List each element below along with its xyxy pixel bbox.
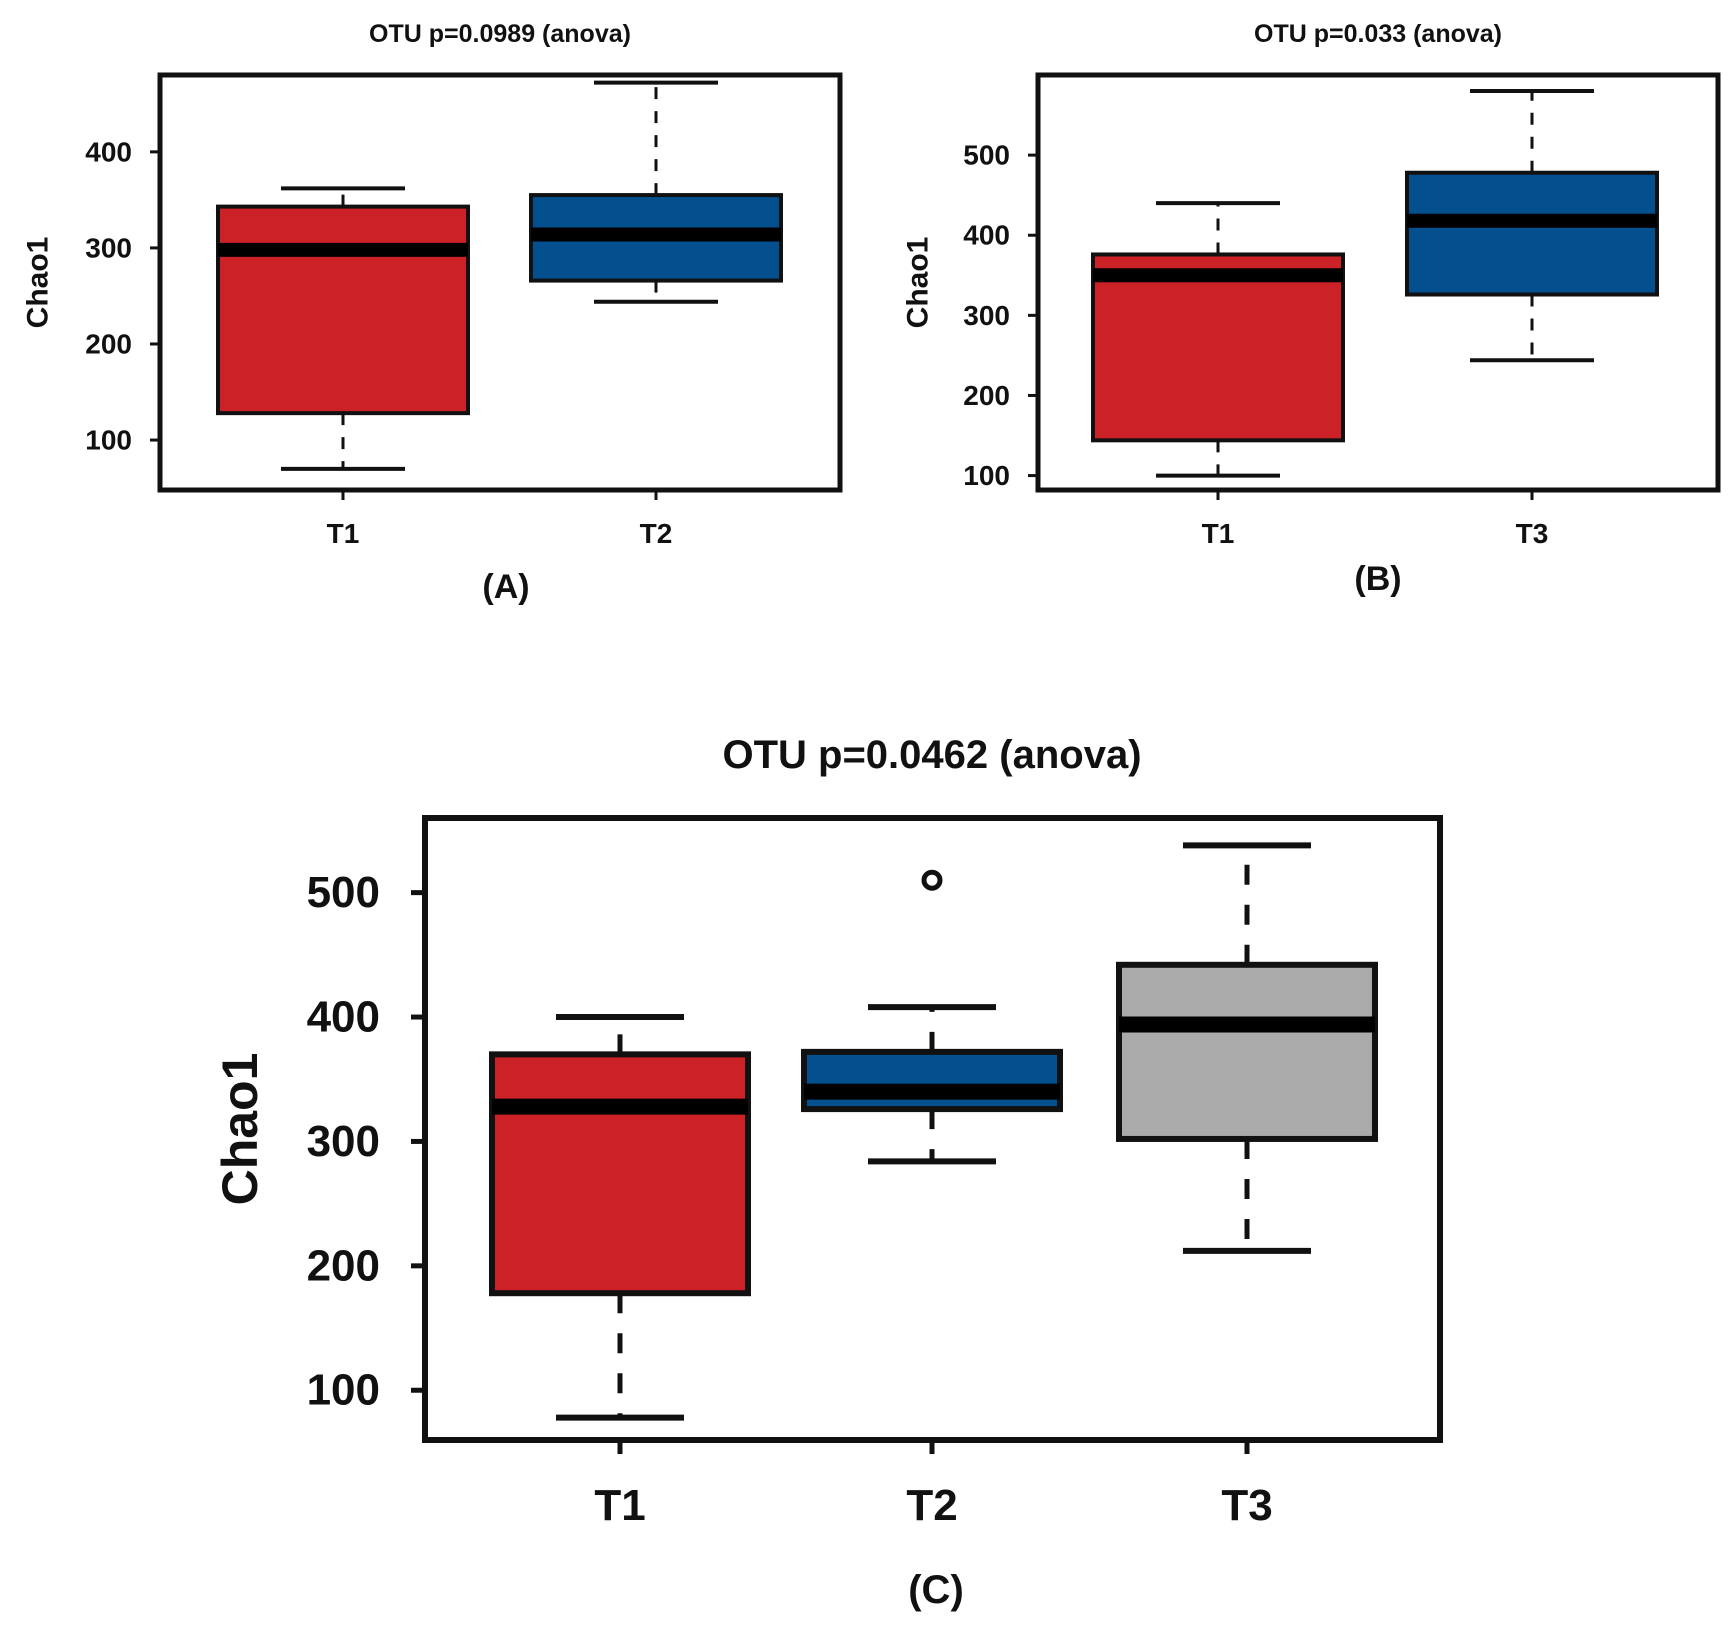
y-tick-label-100: 100 [963,460,1010,491]
x-tick-label-t1: T1 [594,1481,645,1530]
box-t3 [1116,961,1378,1142]
x-tick-label-t2: T2 [640,518,673,549]
y-tick-label-400: 400 [85,136,132,167]
y-tick-label-500: 500 [963,140,1010,171]
chart-title: OTU p=0.0462 (anova) [722,733,1141,777]
panel-label: (B) [1354,560,1401,598]
y-tick-label-400: 400 [963,220,1010,251]
box-t1 [489,1051,751,1297]
x-tick-label-t3: T3 [1516,518,1549,549]
y-tick-label-500: 500 [307,868,380,917]
outlier-point-t2-0 [921,869,943,891]
y-tick-label-300: 300 [85,232,132,263]
x-tick-label-t1: T1 [1202,518,1235,549]
y-tick-label-200: 200 [307,1241,380,1290]
y-tick-label-400: 400 [307,993,380,1042]
y-axis-title: Chao1 [212,1053,268,1206]
chart-title: OTU p=0.0989 (anova) [369,20,631,48]
x-tick-label-t2: T2 [906,1481,957,1530]
y-tick-label-200: 200 [963,380,1010,411]
x-tick-label-t1: T1 [327,518,360,549]
y-tick-label-300: 300 [307,1117,380,1166]
y-tick-label-100: 100 [85,425,132,456]
plot-frame [422,815,1443,1443]
plot-frame [157,72,843,493]
chart-title: OTU p=0.033 (anova) [1254,20,1502,48]
box-t1 [216,204,470,416]
y-tick-label-300: 300 [963,300,1010,331]
panel-a: OTU p=0.0989 (anova) 100 200 300 400 Chao1 T1 T… [22,20,843,606]
box-t1 [1091,252,1345,443]
y-axis-title: Chao1 [22,237,55,329]
y-axis-title: Chao1 [902,237,935,329]
plot-frame [1035,72,1721,493]
box-t3 [1405,170,1659,297]
y-tick-label-100: 100 [307,1366,380,1415]
panel-b: OTU p=0.033 (anova) 100 200 300 400 500 Chao1 T… [902,20,1721,598]
y-tick-label-200: 200 [85,328,132,359]
box-t2 [801,1048,1063,1113]
panel-label: (A) [482,568,529,606]
panel-label: (C) [908,1568,964,1612]
panel-c: OTU p=0.0462 (anova) 100 200 300 400 500 Chao1… [212,733,1443,1612]
x-tick-label-t3: T3 [1221,1481,1272,1530]
